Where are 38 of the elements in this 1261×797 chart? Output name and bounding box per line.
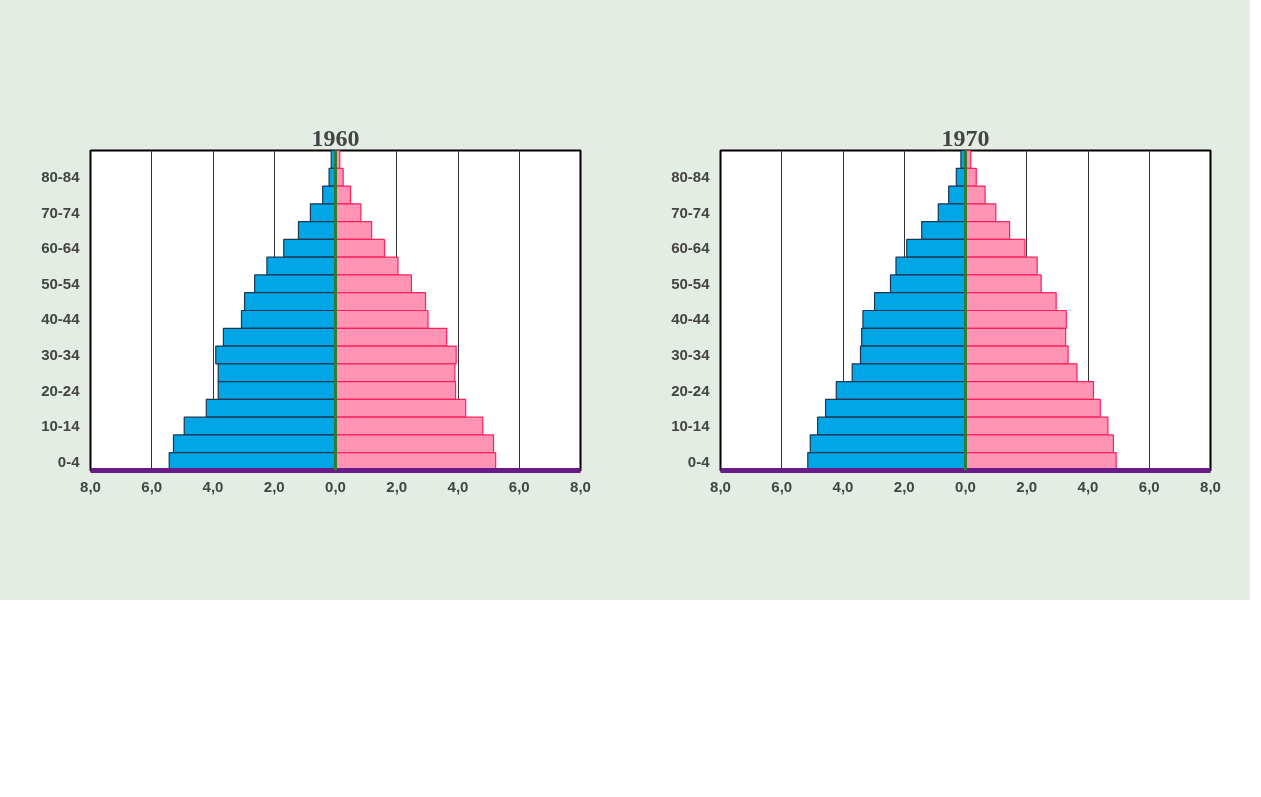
x-tick-label: 0,0 <box>325 477 346 495</box>
y-tick-label: 60-64 <box>41 239 81 257</box>
y-tick-label: 30-34 <box>671 345 711 363</box>
x-tick-label: 6,0 <box>1138 477 1160 495</box>
y-tick-label: 40-44 <box>671 310 711 328</box>
y-tick-label: 60-64 <box>671 239 711 257</box>
y-tick-label: 50-54 <box>671 274 711 292</box>
x-tick-label: 6,0 <box>771 477 793 495</box>
y-tick-label: 50-54 <box>41 274 81 292</box>
y-tick-label: 80-84 <box>41 168 81 186</box>
y-tick-label: 0-4 <box>57 452 81 470</box>
x-tick-label: 2,0 <box>386 477 408 495</box>
x-tick-label: 0,0 <box>955 477 976 495</box>
y-tick-label: 80-84 <box>671 168 711 186</box>
x-tick-label: 6,0 <box>141 477 163 495</box>
x-tick-label: 4,0 <box>832 477 854 495</box>
x-tick-label: 6,0 <box>508 477 530 495</box>
x-tick-label: 8,0 <box>710 477 731 495</box>
y-tick-label: 70-74 <box>41 203 81 221</box>
chart-title: 1970 <box>941 124 990 151</box>
chart-title: 1960 <box>311 124 360 151</box>
x-tick-label: 8,0 <box>80 477 101 495</box>
y-tick-label: 30-34 <box>41 345 81 363</box>
y-tick-label: 20-24 <box>671 381 711 399</box>
y-tick-label: 40-44 <box>41 310 81 328</box>
x-tick-label: 2,0 <box>263 477 285 495</box>
y-tick-label: 10-14 <box>41 417 81 435</box>
x-tick-label: 4,0 <box>1077 477 1099 495</box>
y-tick-label: 10-14 <box>671 417 711 435</box>
y-tick-label: 70-74 <box>671 203 711 221</box>
x-tick-label: 8,0 <box>1200 477 1221 495</box>
y-tick-label: 0-4 <box>687 452 711 470</box>
x-tick-label: 8,0 <box>570 477 591 495</box>
y-tick-label: 20-24 <box>41 381 81 399</box>
x-tick-label: 2,0 <box>893 477 915 495</box>
x-tick-label: 4,0 <box>202 477 224 495</box>
x-tick-label: 4,0 <box>447 477 469 495</box>
x-tick-label: 2,0 <box>1016 477 1038 495</box>
